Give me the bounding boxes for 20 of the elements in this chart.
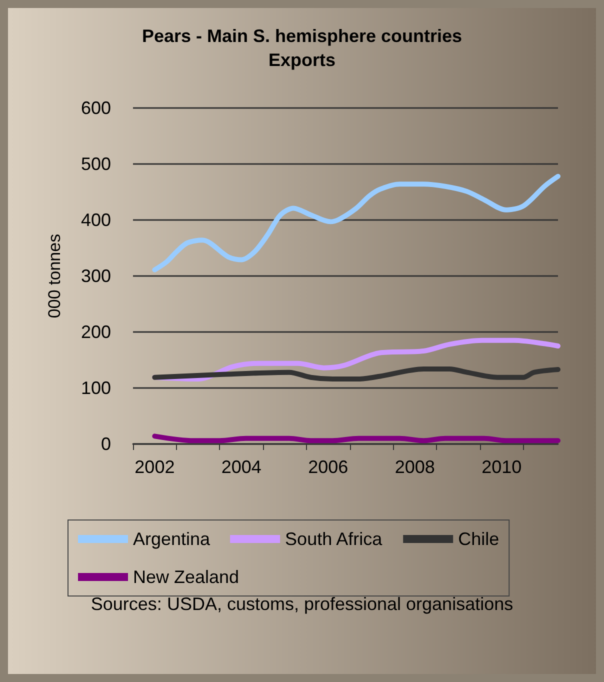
x-tick-label: 2002 [134,457,175,477]
y-tick-label: 0 [100,434,111,454]
x-tick-label: 2008 [394,457,435,477]
y-tick-label: 500 [80,154,111,174]
chart-title: Pears - Main S. hemisphere countries [142,26,462,46]
x-tick-label: 2006 [308,457,348,477]
source-note: Sources: USDA, customs, professional organisations [90,594,514,614]
y-tick-label: 200 [80,322,111,342]
y-tick-label: 400 [80,210,111,230]
x-tick-label: 2004 [221,457,262,477]
legend-label: Argentina [133,529,212,549]
legend-label: Chile [458,529,500,549]
y-tick-label: 300 [80,266,111,286]
x-tick-label: 2010 [482,457,522,477]
y-tick-label: 600 [80,98,111,118]
legend-label: South Africa [285,529,384,549]
y-axis-title: 000 tonnes [45,234,64,318]
y-tick-label: 100 [80,378,111,398]
chart-subtitle: Exports [268,50,336,70]
legend-label: New Zealand [133,567,240,587]
